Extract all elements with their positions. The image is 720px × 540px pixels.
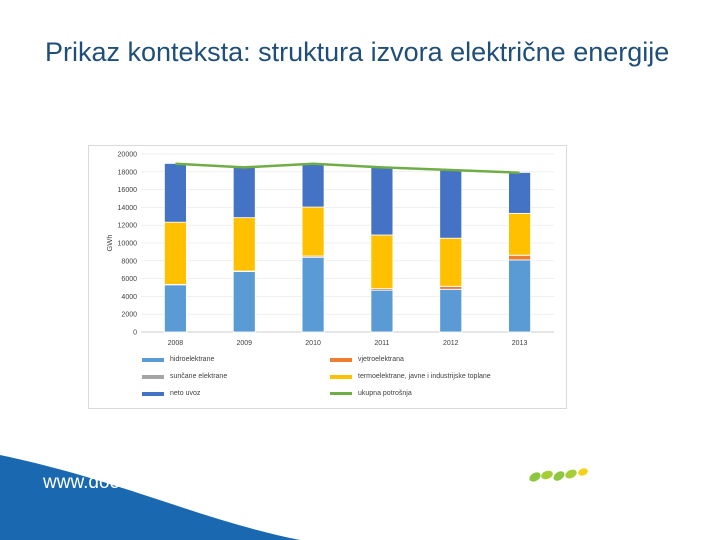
x-tick-label: 2012: [443, 340, 459, 347]
footer-url: www.door.hr: [43, 472, 148, 493]
y-tick-label: 12000: [118, 223, 138, 230]
bar-segment-vjetroelektrana: [508, 254, 531, 261]
bar-segment-termo: [301, 206, 325, 257]
bar-segment-uvoz: [439, 169, 463, 239]
y-tick-label: 16000: [118, 187, 138, 194]
bar-segment-termo: [164, 221, 187, 285]
bar-segment-uvoz: [164, 163, 187, 223]
bar-segment-termo: [370, 234, 394, 289]
x-tick-label: 2013: [512, 340, 528, 347]
bar-segment-vjetroelektrana: [439, 285, 463, 290]
bar-segment-termo: [508, 212, 531, 256]
bar-segment-hidroelektrane: [439, 288, 463, 333]
y-tick-label: 18000: [118, 169, 138, 176]
bar-segment-hidroelektrane: [232, 271, 256, 333]
y-tick-label: 8000: [121, 258, 137, 265]
y-axis-label: GWh: [105, 234, 114, 251]
bar-segment-uvoz: [370, 166, 394, 236]
x-tick-label: 2008: [168, 340, 184, 347]
stacked-bar-chart: 0 2000 4000 6000 8000 10000 12000 14000 16000 180…: [105, 152, 554, 347]
bar-segment-hidroelektrane: [164, 284, 187, 333]
bar-segment-termo: [439, 237, 463, 287]
bar-segment-hidroelektrane: [370, 289, 394, 333]
y-tick-label: 14000: [118, 205, 138, 212]
footer-wave-band: [0, 455, 300, 540]
y-tick-label: 0: [133, 330, 137, 337]
bar-segment-uvoz: [232, 166, 256, 219]
slide-title: Prikaz konteksta: struktura izvora elekt…: [45, 37, 670, 67]
chart-frame: 0 2000 4000 6000 8000 10000 12000 14000 16000 180…: [88, 145, 567, 409]
leaf-logo-icon: [529, 468, 588, 482]
bar-segment-hidroelektrane: [508, 259, 531, 333]
y-tick-label: 6000: [121, 276, 137, 283]
x-tick-label: 2009: [236, 340, 252, 347]
bar-segment-uvoz: [301, 163, 325, 208]
y-tick-label: 10000: [118, 241, 138, 248]
y-tick-label: 4000: [121, 294, 137, 301]
bar-segment-uvoz: [508, 172, 531, 214]
line-ukupna-potrosnja: [175, 162, 520, 174]
x-tick-label: 2011: [374, 340, 389, 347]
y-tick-label: 20000: [118, 152, 138, 159]
bar-segment-hidroelektrane: [301, 256, 325, 333]
bar-segment-termo: [232, 217, 256, 272]
y-tick-label: 2000: [121, 312, 137, 319]
x-tick-label: 2010: [305, 340, 321, 347]
